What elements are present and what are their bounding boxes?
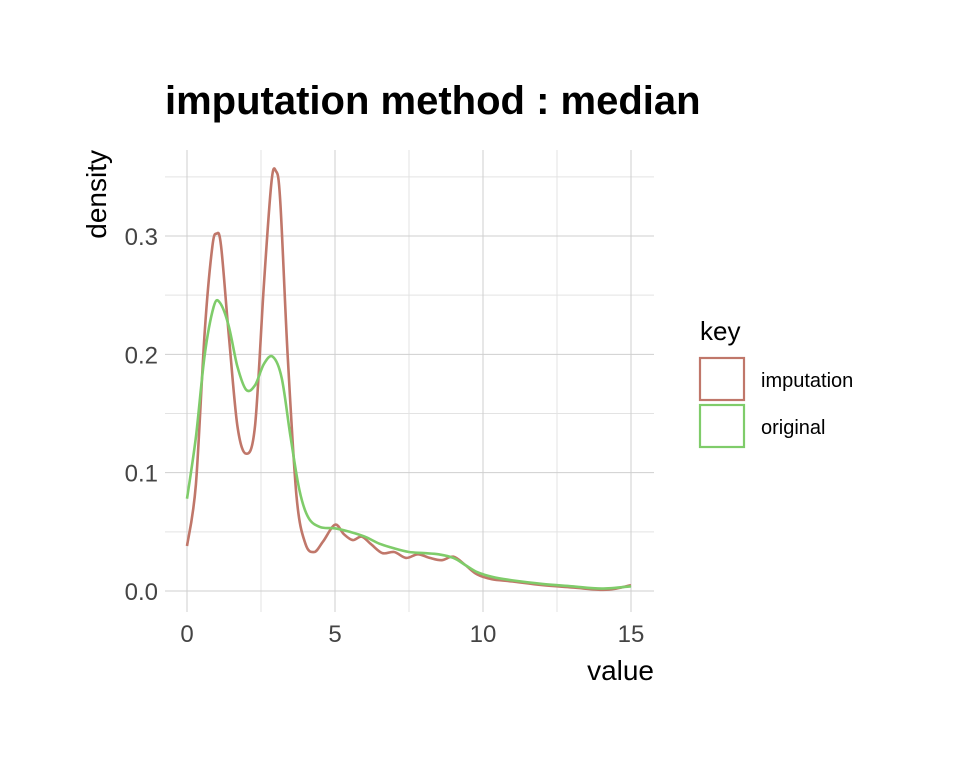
series-layer bbox=[185, 167, 632, 592]
x-axis-title: value bbox=[587, 655, 654, 686]
y-tick-label: 0.1 bbox=[125, 461, 158, 488]
y-tick-label: 0.0 bbox=[125, 579, 158, 606]
legend-title: key bbox=[700, 316, 740, 346]
x-tick-label: 15 bbox=[618, 621, 645, 648]
legend: key imputation original bbox=[698, 316, 853, 449]
series-line-imputation bbox=[185, 167, 632, 592]
y-tick-label: 0.3 bbox=[125, 224, 158, 251]
x-tick-label: 5 bbox=[328, 621, 341, 648]
grid-lines bbox=[165, 150, 654, 612]
series-line-original bbox=[185, 298, 632, 590]
chart-title: imputation method : median bbox=[165, 79, 701, 123]
legend-label-imputation: imputation bbox=[761, 370, 853, 392]
legend-label-original: original bbox=[761, 417, 825, 439]
y-axis-title: density bbox=[81, 150, 112, 239]
x-tick-label: 0 bbox=[180, 621, 193, 648]
legend-key-original bbox=[698, 403, 746, 449]
legend-key-imputation bbox=[698, 356, 746, 402]
x-tick-label: 10 bbox=[470, 621, 497, 648]
y-tick-label: 0.2 bbox=[125, 342, 158, 369]
tick-labels: 0 5 10 15 0.0 0.1 0.2 0.3 bbox=[125, 224, 645, 648]
